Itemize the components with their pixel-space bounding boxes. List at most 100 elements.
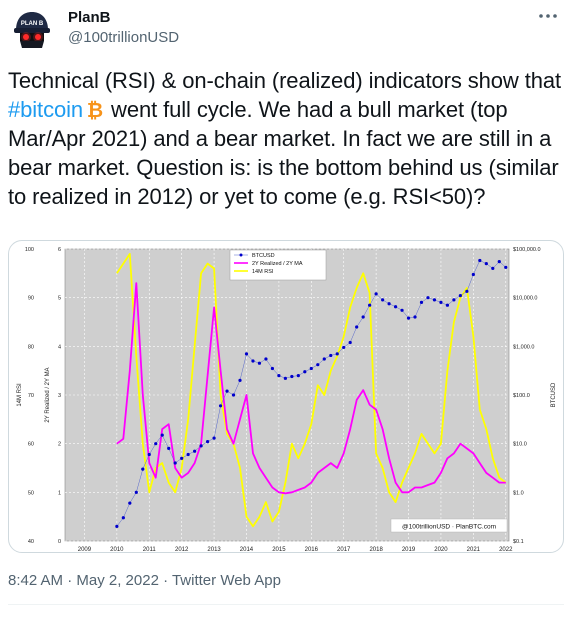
svg-text:PLAN B: PLAN B	[21, 21, 44, 27]
x-tick-label: 2011	[143, 547, 157, 553]
btc-data-point	[445, 303, 450, 307]
btc-data-point	[244, 352, 249, 356]
btc-data-point	[361, 315, 365, 319]
btc-data-point	[199, 444, 203, 448]
btc-data-point	[471, 272, 475, 277]
y-axis-label-btc: BTCUSD	[551, 382, 557, 407]
btc-data-point	[290, 374, 294, 379]
tweet-timestamp[interactable]: 8:42 AM · May 2, 2022 · Twitter Web App	[8, 572, 281, 589]
rsi-tick-label: 70	[28, 393, 34, 399]
x-tick-label: 2017	[337, 547, 351, 553]
legend-label: 14M RSI	[252, 269, 274, 275]
btc-data-point	[329, 353, 333, 358]
btc-data-point	[355, 325, 359, 329]
x-tick-label: 2012	[175, 547, 189, 553]
btc-tick-label: $100,000.0	[513, 247, 541, 253]
tweet-media-chart[interactable]: 2009 2010 2011 2012 2013 2014 2015 2016 2017 2018…	[8, 240, 564, 553]
btc-tick-label: $1.0	[513, 490, 524, 496]
btc-data-point	[374, 292, 378, 296]
btc-data-point	[277, 374, 281, 378]
btc-data-point	[173, 461, 177, 465]
btc-data-point	[147, 452, 151, 457]
btc-data-point	[205, 440, 210, 444]
btc-data-point	[497, 260, 501, 264]
more-dots-icon[interactable]	[536, 4, 560, 28]
btc-data-point	[180, 456, 184, 460]
tweet-text-before: Technical (RSI) & on-chain (realized) in…	[8, 68, 561, 93]
tweet-text-after: went full cycle. We had a bull market (t…	[8, 97, 559, 209]
tweet-header: PLAN B PlanB @100trillionUSD	[0, 0, 576, 60]
btc-data-point	[231, 393, 236, 397]
btc-data-point	[141, 467, 145, 471]
btc-data-point	[128, 501, 132, 505]
x-tick-label: 2014	[240, 547, 254, 553]
y-axis-label-realized: 2Y Realized / 2Y MA	[45, 367, 51, 422]
x-tick-label: 2019	[402, 547, 416, 553]
btc-data-point	[218, 404, 223, 408]
legend-label: 2Y Realized / 2Y MA	[252, 261, 303, 267]
btc-data-point	[115, 524, 119, 528]
btc-data-point	[342, 345, 346, 350]
x-tick-label: 2015	[272, 547, 286, 553]
btc-data-point	[238, 378, 242, 382]
realized-tick-label: 5	[58, 296, 61, 302]
divider	[8, 604, 564, 605]
planb-avatar-icon: PLAN B	[8, 6, 56, 54]
btc-data-point	[257, 361, 262, 365]
btc-data-point	[458, 294, 462, 298]
btc-data-point	[465, 289, 469, 293]
series-line-realized	[116, 282, 506, 495]
rsi-tick-label: 100	[25, 247, 34, 253]
btc-data-point	[225, 389, 229, 393]
btc-data-point	[212, 436, 216, 440]
x-tick-label: 2009	[78, 547, 92, 553]
realized-tick-label: 1	[58, 490, 61, 496]
series-line-rsi	[116, 252, 507, 528]
btc-data-point	[264, 357, 268, 361]
btc-data-point	[478, 258, 482, 263]
btc-tick-label: $10,000.0	[513, 296, 537, 302]
btc-data-point	[419, 300, 424, 304]
btc-data-point	[193, 449, 197, 453]
btc-data-point	[270, 366, 275, 371]
btc-data-point	[426, 296, 430, 300]
btc-data-point	[452, 298, 456, 302]
rsi-tick-label: 90	[28, 296, 34, 302]
svg-text:₿: ₿	[87, 100, 103, 120]
author-handle[interactable]: @100trillionUSD	[68, 29, 180, 46]
realized-tick-label: 0	[58, 539, 61, 545]
btc-data-point	[251, 359, 255, 363]
x-tick-label: 2020	[434, 547, 448, 553]
btc-data-point	[413, 315, 417, 319]
hashtag-bitcoin-link[interactable]: #bitcoin	[8, 97, 84, 122]
btc-data-point	[504, 265, 508, 269]
x-tick-label: 2022	[499, 547, 513, 553]
btc-data-point	[121, 516, 125, 520]
btc-data-point	[406, 316, 411, 320]
author-avatar[interactable]: PLAN B	[8, 6, 56, 54]
btc-data-point	[348, 340, 352, 345]
btc-data-point	[309, 366, 313, 371]
btc-tick-label: $0.1	[513, 539, 524, 545]
rsi-tick-label: 40	[28, 539, 34, 545]
watermark-box	[390, 518, 508, 533]
btc-data-point	[296, 374, 300, 378]
btc-data-point	[393, 305, 398, 309]
x-tick-label: 2016	[305, 547, 319, 553]
btc-data-point	[400, 308, 404, 312]
x-tick-label: 2021	[467, 547, 481, 553]
btc-data-point	[387, 302, 391, 306]
btc-data-point	[368, 303, 372, 307]
realized-tick-label: 3	[58, 393, 61, 399]
legend-swatch-dot	[239, 253, 243, 257]
author-name[interactable]: PlanB	[68, 9, 111, 26]
realized-tick-label: 6	[58, 247, 61, 253]
rsi-tick-label: 60	[28, 442, 34, 448]
btc-data-point	[432, 298, 437, 302]
realized-tick-label: 2	[58, 442, 61, 448]
btc-tick-label: $100.0	[513, 393, 530, 399]
bitcoin-emoji-icon: ₿	[83, 97, 105, 122]
btc-data-point	[335, 352, 339, 356]
btc-data-point	[160, 433, 164, 437]
y-axis-label-rsi: 14M RSI	[17, 383, 23, 407]
